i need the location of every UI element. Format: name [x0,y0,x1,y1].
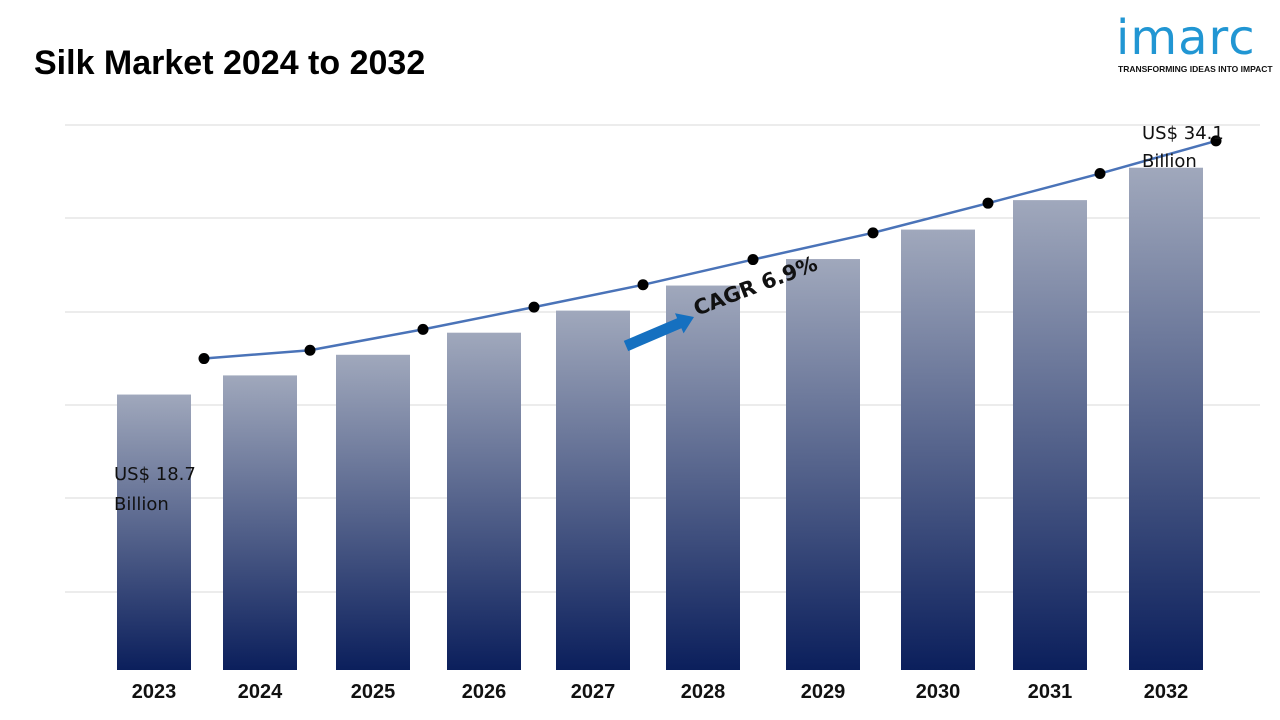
bar-series [117,167,1203,670]
x-tick-label-2027: 2027 [571,681,616,703]
bar-2029 [786,259,860,670]
x-tick-label-2031: 2031 [1028,681,1073,703]
cagr-arrow-shape [623,313,694,352]
logo-wordmark: imarc [1116,10,1256,66]
trend-marker-2032 [1210,135,1222,147]
trend-marker-2024 [304,344,316,356]
imarc-logo: imarc TRANSFORMING IDEAS INTO IMPACT [1114,6,1274,76]
trend-marker-2027 [637,279,649,291]
trend-marker-2023 [198,353,210,365]
x-axis-tick-labels: 2023 2024 2025 2026 2027 2028 2029 2030 2031 2032 [132,681,1189,703]
trend-marker-2030 [982,197,994,209]
page-title: Silk Market 2024 to 2032 [34,44,426,82]
x-tick-label-2026: 2026 [462,681,507,703]
logo-tagline: TRANSFORMING IDEAS INTO IMPACT [1118,64,1273,74]
bar-2023 [117,394,191,670]
bar-2027 [556,310,630,670]
x-tick-label-2029: 2029 [801,681,846,703]
bar-2024 [223,375,297,670]
bar-2025 [336,354,410,670]
x-tick-label-2028: 2028 [681,681,726,703]
bar-2032 [1129,167,1203,670]
bar-2031 [1013,200,1087,670]
x-tick-label-2023: 2023 [132,681,177,703]
x-tick-label-2024: 2024 [238,681,283,703]
trend-markers [198,135,1222,365]
x-tick-label-2032: 2032 [1144,681,1189,703]
cagr-arrow-icon [623,313,694,352]
bar-2028 [666,285,740,670]
start-value-label: US$ 18.7 Billion [114,464,202,515]
bar-2026 [447,332,521,670]
trend-marker-2031 [1094,168,1106,180]
trend-marker-2025 [417,323,429,335]
trend-marker-2026 [528,301,540,313]
bar-2030 [901,229,975,670]
x-tick-label-2030: 2030 [916,681,961,703]
trend-line [203,139,1217,360]
trend-marker-2029 [867,227,879,239]
trend-marker-2028 [747,254,759,266]
end-value-label: US$ 34.1 Billion [1142,123,1230,172]
x-tick-label-2025: 2025 [351,681,396,703]
